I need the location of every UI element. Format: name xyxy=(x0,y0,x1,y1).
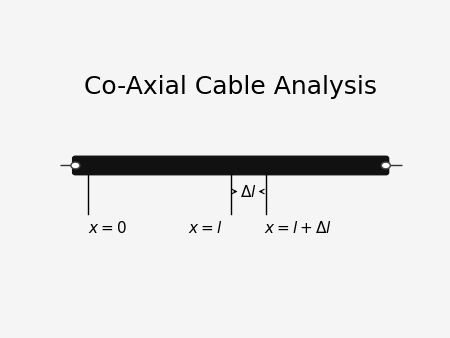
Text: $x = 0$: $x = 0$ xyxy=(88,220,126,236)
Text: $x = l + \Delta l$: $x = l + \Delta l$ xyxy=(264,220,332,236)
Text: $\Delta l$: $\Delta l$ xyxy=(240,184,256,199)
Circle shape xyxy=(71,162,80,169)
Circle shape xyxy=(381,162,390,169)
FancyBboxPatch shape xyxy=(72,156,389,175)
Text: Co-Axial Cable Analysis: Co-Axial Cable Analysis xyxy=(84,75,377,99)
Text: $x = l$: $x = l$ xyxy=(188,220,222,236)
